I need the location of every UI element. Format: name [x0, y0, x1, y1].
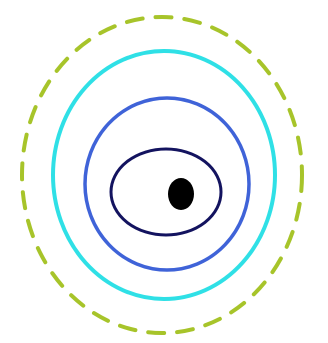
navy-ring [109, 147, 223, 237]
center-dot [168, 178, 194, 210]
cyan-ring [51, 49, 277, 301]
blue-ring [83, 96, 251, 272]
dashed-outer-ring [20, 15, 304, 335]
